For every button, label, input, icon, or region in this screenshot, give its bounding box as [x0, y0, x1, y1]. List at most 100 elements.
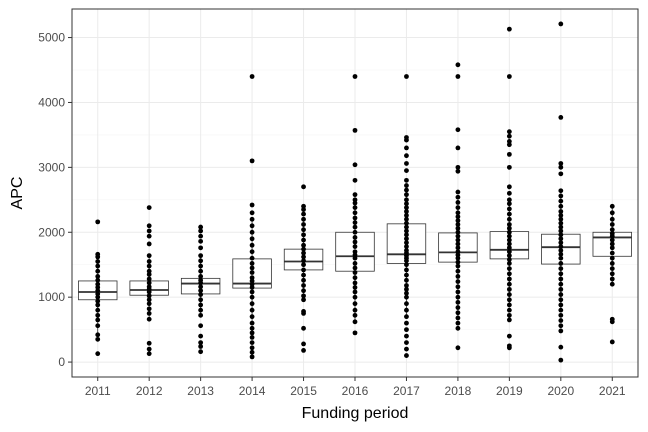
data-point-2018	[455, 214, 461, 220]
y-tick-label: 4000	[38, 95, 65, 109]
data-point-2013	[198, 349, 204, 355]
data-point-2013	[198, 245, 204, 251]
data-point-2018	[455, 305, 461, 310]
data-point-2017	[404, 301, 409, 307]
data-point-2017	[404, 224, 409, 230]
data-point-2016	[352, 261, 358, 266]
point-layer	[95, 21, 615, 363]
data-point-2018	[455, 74, 461, 79]
data-point-2015	[301, 203, 306, 209]
data-point-2017	[404, 333, 409, 339]
data-point-2015	[301, 237, 306, 243]
data-point-2020	[558, 323, 564, 329]
data-point-2015	[301, 283, 306, 288]
data-point-2020	[558, 193, 564, 199]
data-point-2017	[404, 216, 409, 222]
data-point-2014	[249, 314, 255, 320]
data-point-2016	[352, 249, 358, 255]
data-point-2013	[198, 307, 204, 313]
data-point-2019	[506, 292, 512, 297]
data-point-2018	[455, 168, 461, 174]
data-point-2014	[249, 74, 255, 79]
data-point-2018	[455, 194, 461, 200]
data-point-2012	[146, 253, 152, 259]
data-point-2019	[506, 222, 512, 227]
data-point-2020	[558, 328, 564, 334]
data-point-2020	[558, 286, 564, 292]
data-point-2019	[506, 257, 512, 262]
y-tick-label: 5000	[38, 31, 65, 45]
data-point-2018	[455, 289, 461, 295]
x-axis-title: Funding period	[302, 405, 409, 422]
data-point-2017	[404, 205, 409, 211]
data-point-2016	[352, 127, 358, 133]
data-point-2011	[95, 219, 101, 225]
data-point-2017	[404, 161, 409, 166]
data-point-2020	[558, 357, 564, 363]
data-point-2017	[404, 294, 409, 300]
data-point-2019	[506, 74, 512, 79]
data-point-2011	[95, 307, 101, 313]
data-point-2020	[558, 240, 564, 246]
data-point-2019	[506, 206, 512, 212]
data-point-2017	[404, 340, 409, 346]
data-point-2017	[404, 209, 409, 214]
data-point-2011	[95, 281, 101, 287]
data-point-2013	[198, 224, 204, 230]
y-tick-label: 3000	[38, 160, 65, 174]
data-point-2016	[352, 301, 358, 307]
data-point-2015	[301, 184, 306, 190]
data-point-2013	[198, 284, 204, 290]
data-point-2019	[506, 190, 512, 196]
data-point-2017	[404, 232, 409, 238]
data-point-2017	[404, 290, 409, 296]
x-tick-label-2017: 2017	[393, 384, 420, 398]
data-point-2021	[609, 261, 615, 266]
data-point-2019	[506, 317, 512, 323]
data-point-2019	[506, 229, 512, 235]
data-point-2020	[558, 261, 564, 266]
data-point-2018	[455, 145, 461, 151]
data-point-2018	[455, 164, 461, 170]
data-point-2016	[352, 229, 358, 235]
data-point-2013	[198, 344, 204, 349]
data-point-2014	[249, 301, 255, 307]
data-point-2015	[301, 293, 306, 299]
data-point-2012	[146, 351, 152, 357]
data-point-2018	[455, 268, 461, 274]
data-point-2017	[404, 145, 409, 151]
x-tick-label-2019: 2019	[496, 384, 523, 398]
data-point-2021	[609, 222, 615, 227]
data-point-2012	[146, 263, 152, 269]
x-tick-label-2016: 2016	[342, 384, 369, 398]
data-point-2018	[455, 294, 461, 300]
data-point-2020	[558, 266, 564, 272]
data-point-2019	[506, 184, 512, 190]
data-point-2019	[506, 216, 512, 222]
data-point-2013	[198, 238, 204, 244]
x-tick-label-2013: 2013	[187, 384, 214, 398]
data-point-2013	[198, 333, 204, 339]
data-point-2014	[249, 345, 255, 351]
data-point-2020	[558, 281, 564, 287]
data-point-2017	[404, 307, 409, 313]
data-point-2013	[198, 268, 204, 274]
y-tick-label: 1000	[38, 290, 65, 304]
data-point-2018	[455, 279, 461, 284]
data-point-2019	[506, 133, 512, 139]
data-point-2018	[455, 218, 461, 223]
data-point-2013	[198, 340, 204, 346]
data-point-2021	[609, 281, 615, 287]
data-point-2017	[404, 248, 409, 253]
data-point-2013	[198, 253, 204, 259]
data-point-2015	[301, 227, 306, 233]
data-point-2020	[558, 236, 564, 242]
data-point-2015	[301, 272, 306, 278]
data-point-2013	[198, 228, 204, 234]
data-point-2015	[301, 277, 306, 283]
data-point-2011	[95, 259, 101, 264]
data-point-2021	[609, 271, 615, 277]
data-point-2019	[506, 129, 512, 135]
data-point-2020	[558, 248, 564, 253]
data-point-2019	[506, 233, 512, 239]
